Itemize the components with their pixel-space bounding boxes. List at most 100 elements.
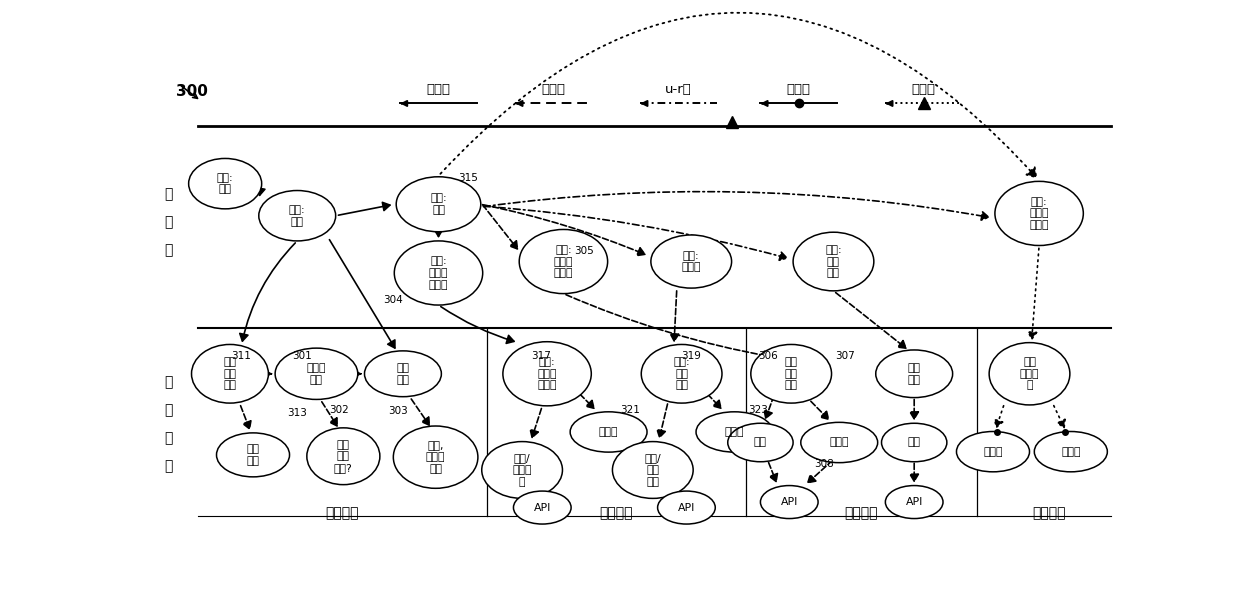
FancyArrowPatch shape — [353, 369, 361, 378]
Text: 场景:
旅行: 场景: 旅行 — [430, 193, 446, 215]
Ellipse shape — [1034, 431, 1107, 472]
Ellipse shape — [188, 158, 262, 209]
Ellipse shape — [875, 350, 952, 397]
Text: 子

类

别

层: 子 类 别 层 — [164, 375, 172, 473]
Text: 打算
去哪
儿玩?: 打算 去哪 儿玩? — [334, 440, 352, 473]
Text: 地点: 地点 — [908, 437, 920, 447]
FancyArrowPatch shape — [764, 396, 774, 418]
Text: 从属边: 从属边 — [542, 83, 565, 96]
FancyArrowPatch shape — [1054, 406, 1065, 428]
Text: 闲聊类型: 闲聊类型 — [326, 506, 360, 521]
Text: 任务类型: 任务类型 — [599, 506, 634, 521]
FancyArrowPatch shape — [257, 186, 265, 195]
Text: 厦门
不错: 厦门 不错 — [397, 363, 409, 384]
Ellipse shape — [365, 351, 441, 397]
Text: 旅行
线路
问答: 旅行 线路 问答 — [785, 357, 797, 390]
Text: 300: 300 — [176, 84, 208, 99]
FancyArrowPatch shape — [910, 455, 919, 481]
Text: 301: 301 — [293, 352, 312, 361]
Text: 统

一

层: 统 一 层 — [164, 187, 172, 258]
Text: 关联边: 关联边 — [787, 83, 811, 96]
Ellipse shape — [760, 486, 818, 519]
Ellipse shape — [990, 343, 1070, 405]
Text: 315: 315 — [459, 173, 479, 183]
Text: API: API — [533, 503, 551, 512]
Ellipse shape — [217, 433, 289, 477]
FancyArrowPatch shape — [836, 293, 906, 348]
FancyArrowPatch shape — [580, 394, 594, 408]
Text: 任务:
确定旅
行路线: 任务: 确定旅 行路线 — [537, 357, 557, 390]
Text: 酒店名: 酒店名 — [724, 427, 744, 437]
Text: 嘿嘿,
鼓浪屿
不错: 嘿嘿, 鼓浪屿 不错 — [425, 440, 445, 474]
FancyArrowPatch shape — [239, 243, 295, 341]
FancyArrowPatch shape — [412, 399, 429, 425]
FancyArrowPatch shape — [805, 395, 828, 419]
Text: API: API — [905, 497, 923, 507]
Ellipse shape — [613, 441, 693, 499]
FancyArrowPatch shape — [910, 399, 919, 419]
Text: 302: 302 — [330, 405, 350, 415]
Ellipse shape — [397, 177, 481, 231]
FancyArrowPatch shape — [322, 402, 337, 426]
Ellipse shape — [520, 230, 608, 293]
Text: 307: 307 — [835, 352, 854, 361]
Ellipse shape — [482, 441, 563, 499]
Text: 319: 319 — [681, 352, 701, 361]
Text: 准备
出去
玩玩: 准备 出去 玩玩 — [223, 357, 237, 390]
Ellipse shape — [641, 345, 722, 403]
Text: 出发/
返回时
间: 出发/ 返回时 间 — [512, 453, 532, 487]
FancyArrowPatch shape — [241, 406, 250, 429]
Ellipse shape — [275, 348, 358, 399]
Text: 概念:
城市: 概念: 城市 — [217, 173, 233, 195]
Text: API: API — [678, 503, 696, 512]
Text: 求推荐
线路: 求推荐 线路 — [306, 363, 326, 384]
Text: 目的地: 目的地 — [830, 437, 849, 447]
Ellipse shape — [570, 412, 647, 452]
FancyArrowPatch shape — [565, 295, 770, 359]
FancyArrowPatch shape — [484, 205, 645, 255]
Ellipse shape — [657, 491, 715, 524]
Text: 天数: 天数 — [754, 437, 766, 447]
FancyArrowPatch shape — [330, 240, 394, 348]
Ellipse shape — [306, 428, 379, 485]
Text: 311: 311 — [232, 352, 252, 361]
Ellipse shape — [801, 422, 878, 463]
FancyArrowPatch shape — [531, 409, 542, 437]
FancyArrowPatch shape — [657, 404, 667, 437]
Text: 高甲戟: 高甲戟 — [983, 447, 1003, 457]
FancyArrowPatch shape — [671, 291, 678, 341]
Text: 317: 317 — [532, 352, 552, 361]
Text: 305: 305 — [574, 246, 594, 256]
FancyArrowPatch shape — [484, 192, 988, 220]
FancyArrowPatch shape — [808, 455, 839, 483]
FancyArrowPatch shape — [440, 306, 515, 343]
Text: 目标:
旅行路
线问答: 目标: 旅行路 线问答 — [554, 245, 573, 278]
Text: API: API — [780, 497, 799, 507]
Ellipse shape — [994, 181, 1084, 246]
FancyArrowPatch shape — [339, 202, 389, 215]
FancyArrowPatch shape — [264, 369, 272, 378]
Ellipse shape — [394, 241, 482, 305]
Text: 厦门
历史文
化: 厦门 历史文 化 — [1019, 357, 1039, 390]
Ellipse shape — [882, 423, 947, 462]
FancyArrowPatch shape — [660, 484, 673, 491]
Text: 实体边: 实体边 — [911, 83, 936, 96]
Ellipse shape — [259, 190, 336, 241]
Ellipse shape — [794, 232, 874, 291]
Ellipse shape — [191, 345, 268, 403]
Ellipse shape — [513, 491, 572, 524]
Text: 目标:
天气
查询: 目标: 天气 查询 — [825, 245, 842, 278]
Text: 郑成功: 郑成功 — [1061, 447, 1080, 457]
Text: 知识类型: 知识类型 — [1032, 506, 1065, 521]
Text: 313: 313 — [288, 408, 308, 418]
Text: 实体:
厦门: 实体: 厦门 — [289, 205, 305, 227]
Text: 任务:
酒店
预定: 任务: 酒店 预定 — [673, 357, 689, 390]
Text: 目的地: 目的地 — [599, 427, 619, 437]
FancyArrowPatch shape — [994, 406, 1003, 427]
Text: 306: 306 — [758, 352, 777, 361]
Text: 321: 321 — [620, 405, 640, 415]
Text: 303: 303 — [388, 406, 408, 416]
Text: 问答类型: 问答类型 — [844, 506, 878, 521]
Ellipse shape — [393, 426, 477, 488]
Text: 目标:
确定旅
行路线: 目标: 确定旅 行路线 — [429, 256, 448, 290]
